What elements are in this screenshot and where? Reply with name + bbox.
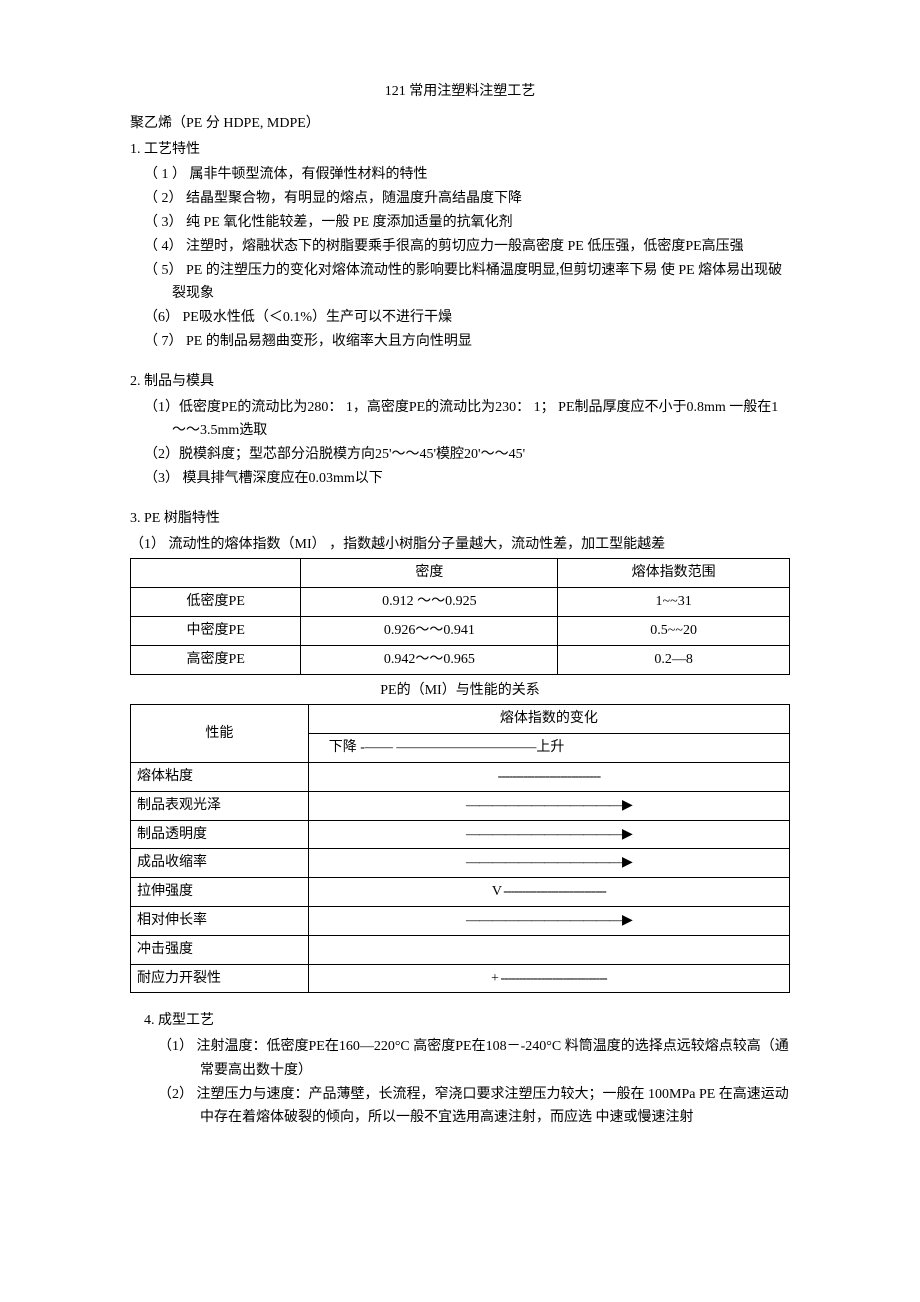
table-row: 冲击强度	[131, 935, 790, 964]
table-row: 制品表观光泽 ————————————▶	[131, 791, 790, 820]
section3-intro: （1） 流动性的熔体指数（MI） ，指数越小树脂分子量越大，流动性差，加工型能越…	[130, 533, 790, 557]
density-table: 密度 熔体指数范围 低密度PE 0.912 ～～0.925 1~~31 中密度P…	[130, 558, 790, 674]
table-row: 熔体粘度 ----------------------------	[131, 762, 790, 791]
table-cell: 0.926～～0.941	[301, 616, 558, 645]
table-cell: 冲击强度	[131, 935, 309, 964]
section2-header: 2. 制品与模具	[130, 370, 790, 394]
table-row: 中密度PE 0.926～～0.941 0.5~~20	[131, 616, 790, 645]
table-row: 低密度PE 0.912 ～～0.925 1~~31	[131, 588, 790, 617]
table-row: 相对伸长率 ————————————▶	[131, 906, 790, 935]
table-subheader-cell: 下降 -—— ——————————上升	[308, 734, 789, 763]
table-row: 成品收缩率 ————————————▶	[131, 849, 790, 878]
section1-header: 1. 工艺特性	[130, 138, 790, 162]
table-cell: 高密度PE	[131, 645, 301, 674]
table2-caption: PE的（MI）与性能的关系	[130, 679, 790, 703]
table-cell: + -----------------------------	[308, 964, 789, 993]
table-cell: ————————————▶	[308, 820, 789, 849]
list-item: （ 4） 注塑时，熔融状态下的树脂要乘手很高的剪切应力一般高密度 PE 低压强，…	[144, 235, 790, 259]
table-row: 制品透明度 ————————————▶	[131, 820, 790, 849]
table-cell: V ----------------------------	[308, 878, 789, 907]
table-header-cell: 熔体指数的变化	[308, 705, 789, 734]
table-cell	[308, 935, 789, 964]
table-row: 密度 熔体指数范围	[131, 559, 790, 588]
table-cell: 相对伸长率	[131, 906, 309, 935]
list-item: （ 3） 纯 PE 氧化性能较差，一般 PE 度添加适量的抗氧化剂	[144, 211, 790, 235]
table-cell: ————————————▶	[308, 791, 789, 820]
table-cell: ----------------------------	[308, 762, 789, 791]
list-item: （1）低密度PE的流动比为280： 1，高密度PE的流动比为230： 1； PE…	[144, 396, 790, 444]
table-cell: 拉伸强度	[131, 878, 309, 907]
table-cell: 0.942～～0.965	[301, 645, 558, 674]
table-cell: 1~~31	[558, 588, 790, 617]
table-cell: 制品透明度	[131, 820, 309, 849]
table-cell: 耐应力开裂性	[131, 964, 309, 993]
table-cell: 0.2—8	[558, 645, 790, 674]
table-cell: 制品表观光泽	[131, 791, 309, 820]
list-item: （ 2） 结晶型聚合物，有明显的熔点，随温度升高结晶度下降	[144, 187, 790, 211]
table-header-cell	[131, 559, 301, 588]
table-header-cell: 性能	[131, 705, 309, 763]
list-item: （ 5） PE 的注塑压力的变化对熔体流动性的影响要比料桶温度明显,但剪切速率下…	[144, 259, 790, 307]
table-cell: 中密度PE	[131, 616, 301, 645]
section3-header: 3. PE 树脂特性	[130, 507, 790, 531]
list-item: （2）脱模斜度；型芯部分沿脱模方向25'～～45'模腔20'～～45'	[144, 443, 790, 467]
table-cell: ————————————▶	[308, 906, 789, 935]
table-header-cell: 熔体指数范围	[558, 559, 790, 588]
list-item: （1） 注射温度：低密度PE在160—220°C 高密度PE在108－-240°…	[158, 1035, 790, 1083]
table-cell: 低密度PE	[131, 588, 301, 617]
table-cell: ————————————▶	[308, 849, 789, 878]
list-item: （ 1 ） 属非牛顿型流体，有假弹性材料的特性	[144, 163, 790, 187]
list-item: （2） 注塑压力与速度：产品薄壁，长流程，窄浇口要求注塑压力较大；一般在 100…	[158, 1083, 790, 1131]
list-item: （ 7） PE 的制品易翘曲变形，收缩率大且方向性明显	[144, 330, 790, 354]
mi-performance-table: 性能 熔体指数的变化 下降 -—— ——————————上升 熔体粘度 ----…	[130, 704, 790, 993]
table-cell: 熔体粘度	[131, 762, 309, 791]
list-item: （3） 模具排气槽深度应在0.03mm以下	[144, 467, 790, 491]
list-item: （6） PE吸水性低（＜0.1%）生产可以不进行干燥	[144, 306, 790, 330]
table-row: 拉伸强度 V ----------------------------	[131, 878, 790, 907]
section4-header: 4. 成型工艺	[144, 1009, 790, 1033]
table-cell: 成品收缩率	[131, 849, 309, 878]
table-cell: 0.5~~20	[558, 616, 790, 645]
table-cell: 0.912 ～～0.925	[301, 588, 558, 617]
document-subtitle: 聚乙烯（PE 分 HDPE, MDPE）	[130, 112, 790, 136]
table-header-cell: 密度	[301, 559, 558, 588]
table-row: 耐应力开裂性 + -----------------------------	[131, 964, 790, 993]
table-row: 高密度PE 0.942～～0.965 0.2—8	[131, 645, 790, 674]
document-title: 121 常用注塑料注塑工艺	[130, 80, 790, 104]
table-row: 性能 熔体指数的变化	[131, 705, 790, 734]
